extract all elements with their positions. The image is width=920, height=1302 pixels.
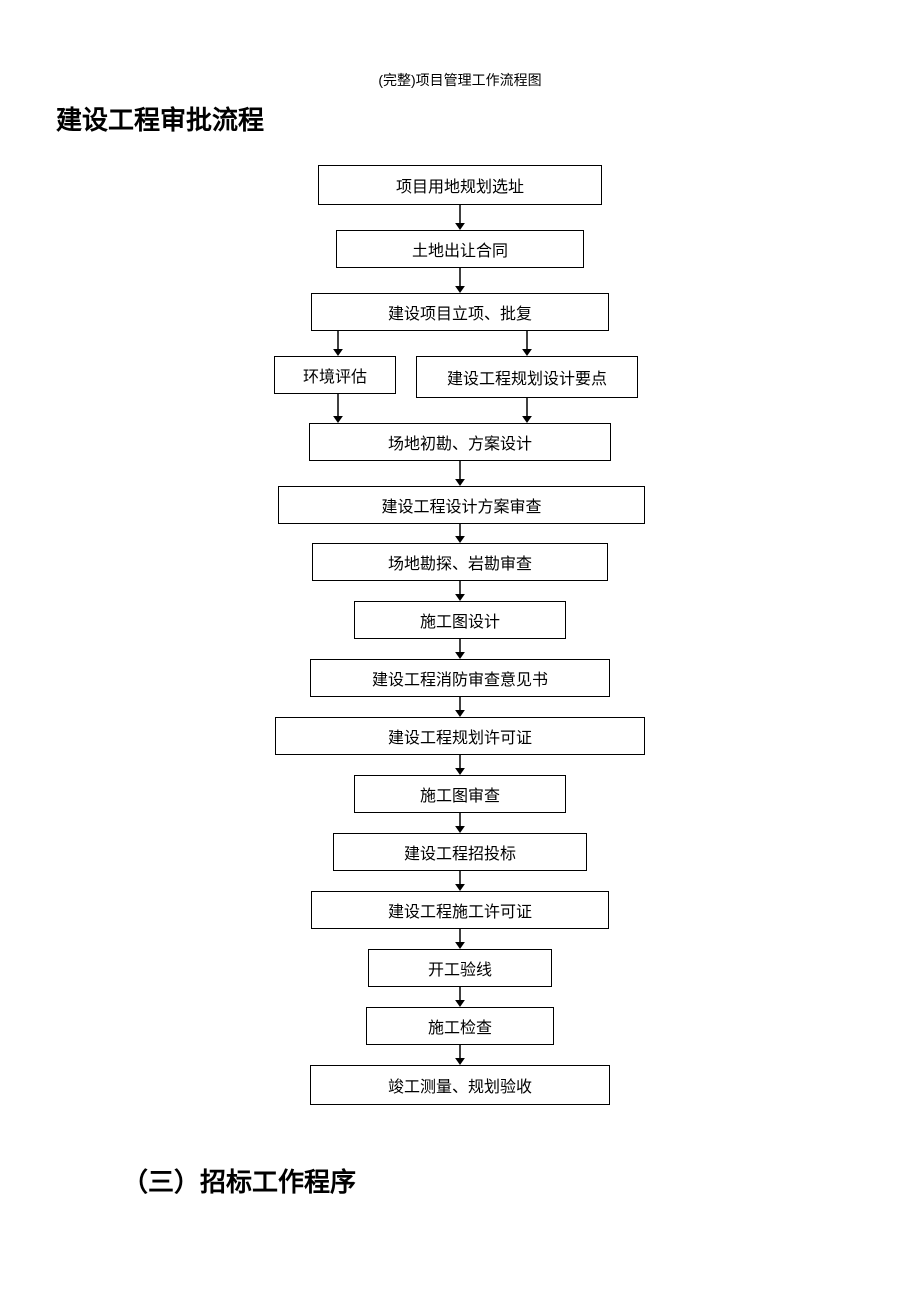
flow-arrow <box>0 165 920 1165</box>
page-header: (完整)项目管理工作流程图 <box>0 70 920 90</box>
sub-title: （三）招标工作程序 <box>122 1162 356 1199</box>
main-title: 建设工程审批流程 <box>56 100 264 137</box>
